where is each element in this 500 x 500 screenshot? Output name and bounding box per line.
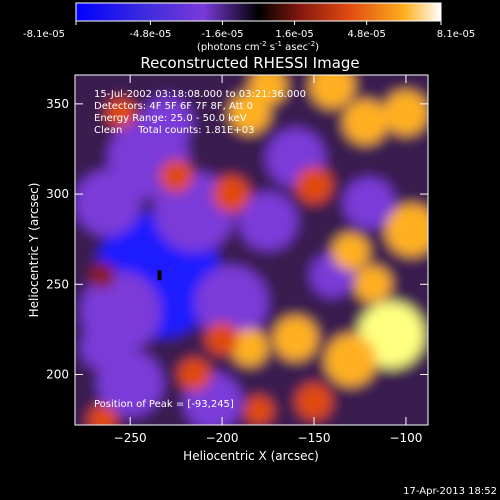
plot-frame xyxy=(74,74,429,426)
heatmap-blob xyxy=(141,96,193,148)
heatmap-blob xyxy=(295,166,333,204)
y-tick-label: 250 xyxy=(46,277,69,291)
heatmap-blob xyxy=(212,175,250,213)
heatmap-blob xyxy=(80,325,125,370)
y-axis-ticks: 200 250 300 350 xyxy=(46,97,428,381)
heatmap-blob xyxy=(231,329,269,366)
heatmap-blob xyxy=(325,334,377,386)
colorbar-unit-label: (photons cm-2 s-1 asec-2) xyxy=(197,40,319,53)
heatmap-blob xyxy=(89,262,116,289)
chart-title: Reconstructed RHESSI Image xyxy=(140,54,359,72)
heatmap-blob xyxy=(310,75,355,108)
colorbar-tick-label: -8.1e-05 xyxy=(23,29,65,40)
y-axis-label: Heliocentric Y (arcsec) xyxy=(27,183,41,318)
heatmap-blob xyxy=(385,204,428,256)
heatmap-blob xyxy=(249,75,287,105)
heatmap-blob xyxy=(354,265,392,303)
info-line-time: 15-Jul-2002 03:18:08.000 to 03:21:36.000 xyxy=(94,89,306,100)
heatmap-blob xyxy=(205,321,239,355)
heatmap-blob xyxy=(177,357,212,392)
heatmap-blob xyxy=(295,383,333,420)
colorbar-tick-label: -4.8e-05 xyxy=(129,29,171,40)
heatmap-blob xyxy=(244,395,274,425)
heatmap-blob xyxy=(75,169,142,237)
heatmap-blob xyxy=(273,316,318,361)
info-line-detectors: Detectors: 4F 5F 6F 7F 8F, Att 0 xyxy=(94,101,253,112)
peak-marker xyxy=(157,270,162,281)
y-tick-label: 350 xyxy=(46,97,69,111)
colorbar-tick-label: 8.1e-05 xyxy=(437,29,475,40)
heatmap-blob xyxy=(383,90,428,135)
peak-position-label: Position of Peak = [-93,245] xyxy=(94,399,234,410)
y-tick-label: 300 xyxy=(46,187,69,201)
y-tick-label: 200 xyxy=(46,367,69,381)
footer-date: 17-Apr-2013 18:52 xyxy=(403,486,497,497)
info-line-counts: Clean Total counts: 1.81E+03 xyxy=(94,125,254,136)
heatmap-blob xyxy=(343,99,388,144)
heatmap-blob xyxy=(87,404,118,425)
x-axis-ticks: −250 −200 −150 −100 xyxy=(114,75,422,445)
heatmap-blob xyxy=(332,233,370,271)
info-line-energy: Energy Range: 25.0 - 50.0 keV xyxy=(94,113,247,124)
x-axis-label: Heliocentric X (arcsec) xyxy=(183,449,319,463)
x-tick-label: −250 xyxy=(114,431,147,445)
intensity-blobs xyxy=(75,75,428,425)
heatmap-blob xyxy=(159,159,193,193)
colorbar-tick-label: -1.6e-05 xyxy=(201,29,243,40)
colorbar-ticks: -8.1e-05 -4.8e-05 -1.6e-05 1.6e-05 4.8e-05 8.… xyxy=(23,21,475,40)
colorbar xyxy=(75,2,442,22)
x-tick-label: −150 xyxy=(298,431,331,445)
heatmap-blob xyxy=(194,265,269,340)
heatmap-blob xyxy=(97,350,164,417)
heatmap-blob xyxy=(343,177,395,229)
heatmap-blob xyxy=(106,98,136,128)
heatmap-blob xyxy=(238,191,298,251)
colorbar-tick-label: 4.8e-05 xyxy=(347,29,385,40)
heatmap-blob xyxy=(229,92,270,134)
x-tick-label: −200 xyxy=(206,431,239,445)
x-tick-label: −100 xyxy=(389,431,422,445)
info-block: 15-Jul-2002 03:18:08.000 to 03:21:36.000… xyxy=(94,89,306,410)
colorbar-tick-label: 1.6e-05 xyxy=(275,29,313,40)
